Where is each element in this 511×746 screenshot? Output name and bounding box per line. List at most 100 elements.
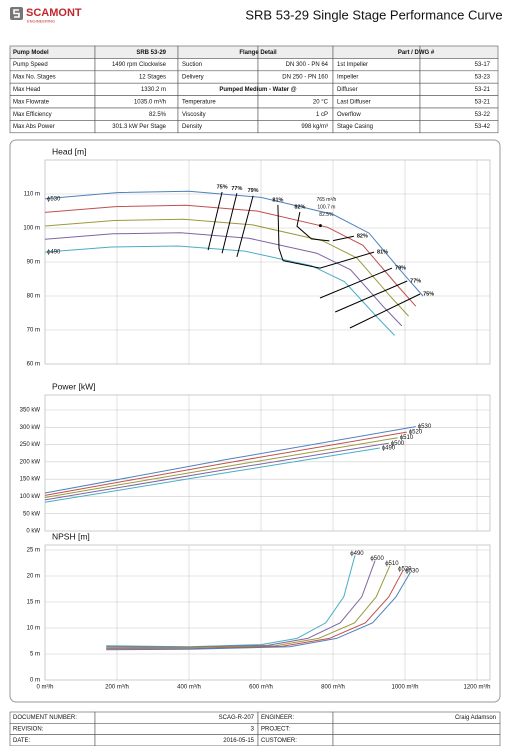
series-label: ϕ500 — [391, 441, 405, 447]
efficiency-label: 82% — [357, 234, 368, 240]
table-text: Max Head — [13, 87, 40, 93]
table-text: Density — [182, 124, 202, 130]
curve — [44, 431, 407, 496]
curve — [44, 190, 424, 297]
table-cell — [94, 722, 259, 735]
table-text: Temperature — [182, 99, 216, 105]
y-tick-label: 90 m — [27, 260, 40, 266]
curve — [44, 447, 380, 503]
y-tick-label: 100 m — [23, 226, 40, 232]
table-text: 1st Impeller — [337, 62, 368, 68]
plot-area — [44, 544, 491, 681]
title: SRB 53-29 Single Stage Performance Curve — [245, 7, 502, 22]
annotation-text: 82.5% — [319, 212, 334, 218]
table-text: Pumped Medium - Water @ — [219, 87, 296, 93]
table-text: Viscosity — [182, 112, 206, 118]
table-text: Suction — [182, 62, 202, 68]
table-text: Delivery — [182, 75, 204, 81]
y-tick-label: 10 m — [27, 626, 40, 632]
table-text: Max Flowrate — [13, 99, 50, 105]
table-text: 53-21 — [475, 99, 491, 105]
table-text: Max No. Stages — [13, 75, 56, 81]
y-tick-label: 350 kW — [20, 408, 41, 414]
curve — [44, 442, 389, 501]
table-text: 998 kg/m³ — [301, 124, 328, 130]
footer-label: DATE: — [13, 738, 31, 744]
y-tick-label: 50 kW — [23, 511, 40, 517]
series-label: ϕ520 — [409, 430, 423, 436]
series-label: ϕ490 — [382, 446, 396, 452]
table-cell — [332, 734, 501, 746]
y-tick-label: 80 m — [27, 294, 40, 300]
series-label: ϕ520 — [398, 566, 412, 572]
footer-value: Craig Adamson — [455, 715, 496, 721]
efficiency-label: 79% — [248, 188, 259, 194]
y-tick-label: 25 m — [27, 548, 40, 554]
table-text: Part / DWG # — [398, 50, 435, 56]
curve — [44, 232, 403, 327]
logo-glyph — [13, 9, 20, 18]
efficiency-line — [221, 193, 238, 254]
efficiency-line — [236, 195, 254, 258]
series-label: ϕ490 — [47, 250, 61, 256]
footer-value: SCAG-R-207 — [219, 715, 255, 721]
footer-label: PROJECT: — [261, 727, 290, 733]
table-text: 53-23 — [475, 75, 491, 81]
axis-title: Power [kW] — [52, 381, 95, 391]
y-tick-label: 110 m — [24, 192, 40, 198]
y-tick-label: 150 kW — [20, 477, 41, 483]
series-label: ϕ510 — [400, 435, 414, 441]
efficiency-label: 77% — [231, 186, 242, 192]
efficiency-line — [335, 280, 408, 313]
efficiency-label: 75% — [217, 184, 228, 190]
y-tick-label: 100 kW — [20, 494, 41, 500]
footer-label: REVISION: — [13, 727, 44, 733]
annotation-text: 765 m³/h — [317, 197, 337, 203]
bep-point — [318, 224, 322, 228]
efficiency-line — [296, 211, 330, 242]
y-tick-label: 200 kW — [20, 459, 41, 465]
efficiency-label: 75% — [423, 291, 434, 297]
footer-value: 2016-05-15 — [223, 738, 254, 744]
series-label: ϕ530 — [418, 424, 432, 430]
curve — [44, 437, 398, 498]
footer-value: 3 — [251, 727, 255, 733]
table-text: Pump Model — [13, 50, 49, 56]
y-tick-label: 5 m — [30, 652, 40, 658]
logo: SCAMONT — [26, 7, 82, 19]
efficiency-line — [332, 235, 355, 242]
y-tick-label: 0 kW — [26, 529, 40, 535]
table-text: Stage Casing — [337, 124, 373, 130]
series-label: ϕ530 — [47, 196, 61, 202]
table-text: 1035.0 m³/h — [134, 99, 166, 105]
efficiency-line — [282, 251, 375, 269]
x-tick-label: 1000 m³/h — [391, 685, 418, 691]
series-label: ϕ510 — [385, 561, 399, 567]
table-text: Flange Detail — [239, 50, 277, 56]
efficiency-label: 81% — [377, 250, 388, 256]
table-text: Max Abs Power — [13, 124, 55, 130]
table-text: 1330.2 m — [141, 87, 166, 93]
table-text: SRB 53-29 — [136, 50, 166, 56]
series-label: ϕ500 — [370, 556, 384, 562]
x-tick-label: 400 m³/h — [177, 685, 201, 691]
annotation-text: 100.7 m — [317, 204, 335, 210]
efficiency-line — [207, 191, 223, 251]
series-label: ϕ490 — [350, 551, 364, 557]
y-tick-label: 300 kW — [20, 425, 41, 431]
y-tick-label: 20 m — [27, 574, 40, 580]
table-text: Max Efficiency — [13, 112, 52, 118]
efficiency-line — [349, 293, 421, 329]
series-label: ϕ530 — [405, 568, 419, 574]
curve — [44, 204, 417, 307]
curve — [106, 572, 411, 651]
efficiency-line — [319, 267, 393, 299]
table-text: 82.5% — [149, 112, 167, 118]
table-text: 53-17 — [475, 62, 491, 68]
footer-label: CUSTOMER: — [261, 738, 297, 744]
efficiency-label: 79% — [395, 266, 406, 272]
y-tick-label: 60 m — [27, 362, 40, 368]
table-text: DN 250 - PN 160 — [282, 75, 328, 81]
table-cell — [332, 722, 501, 735]
y-tick-label: 0 m — [30, 678, 40, 684]
